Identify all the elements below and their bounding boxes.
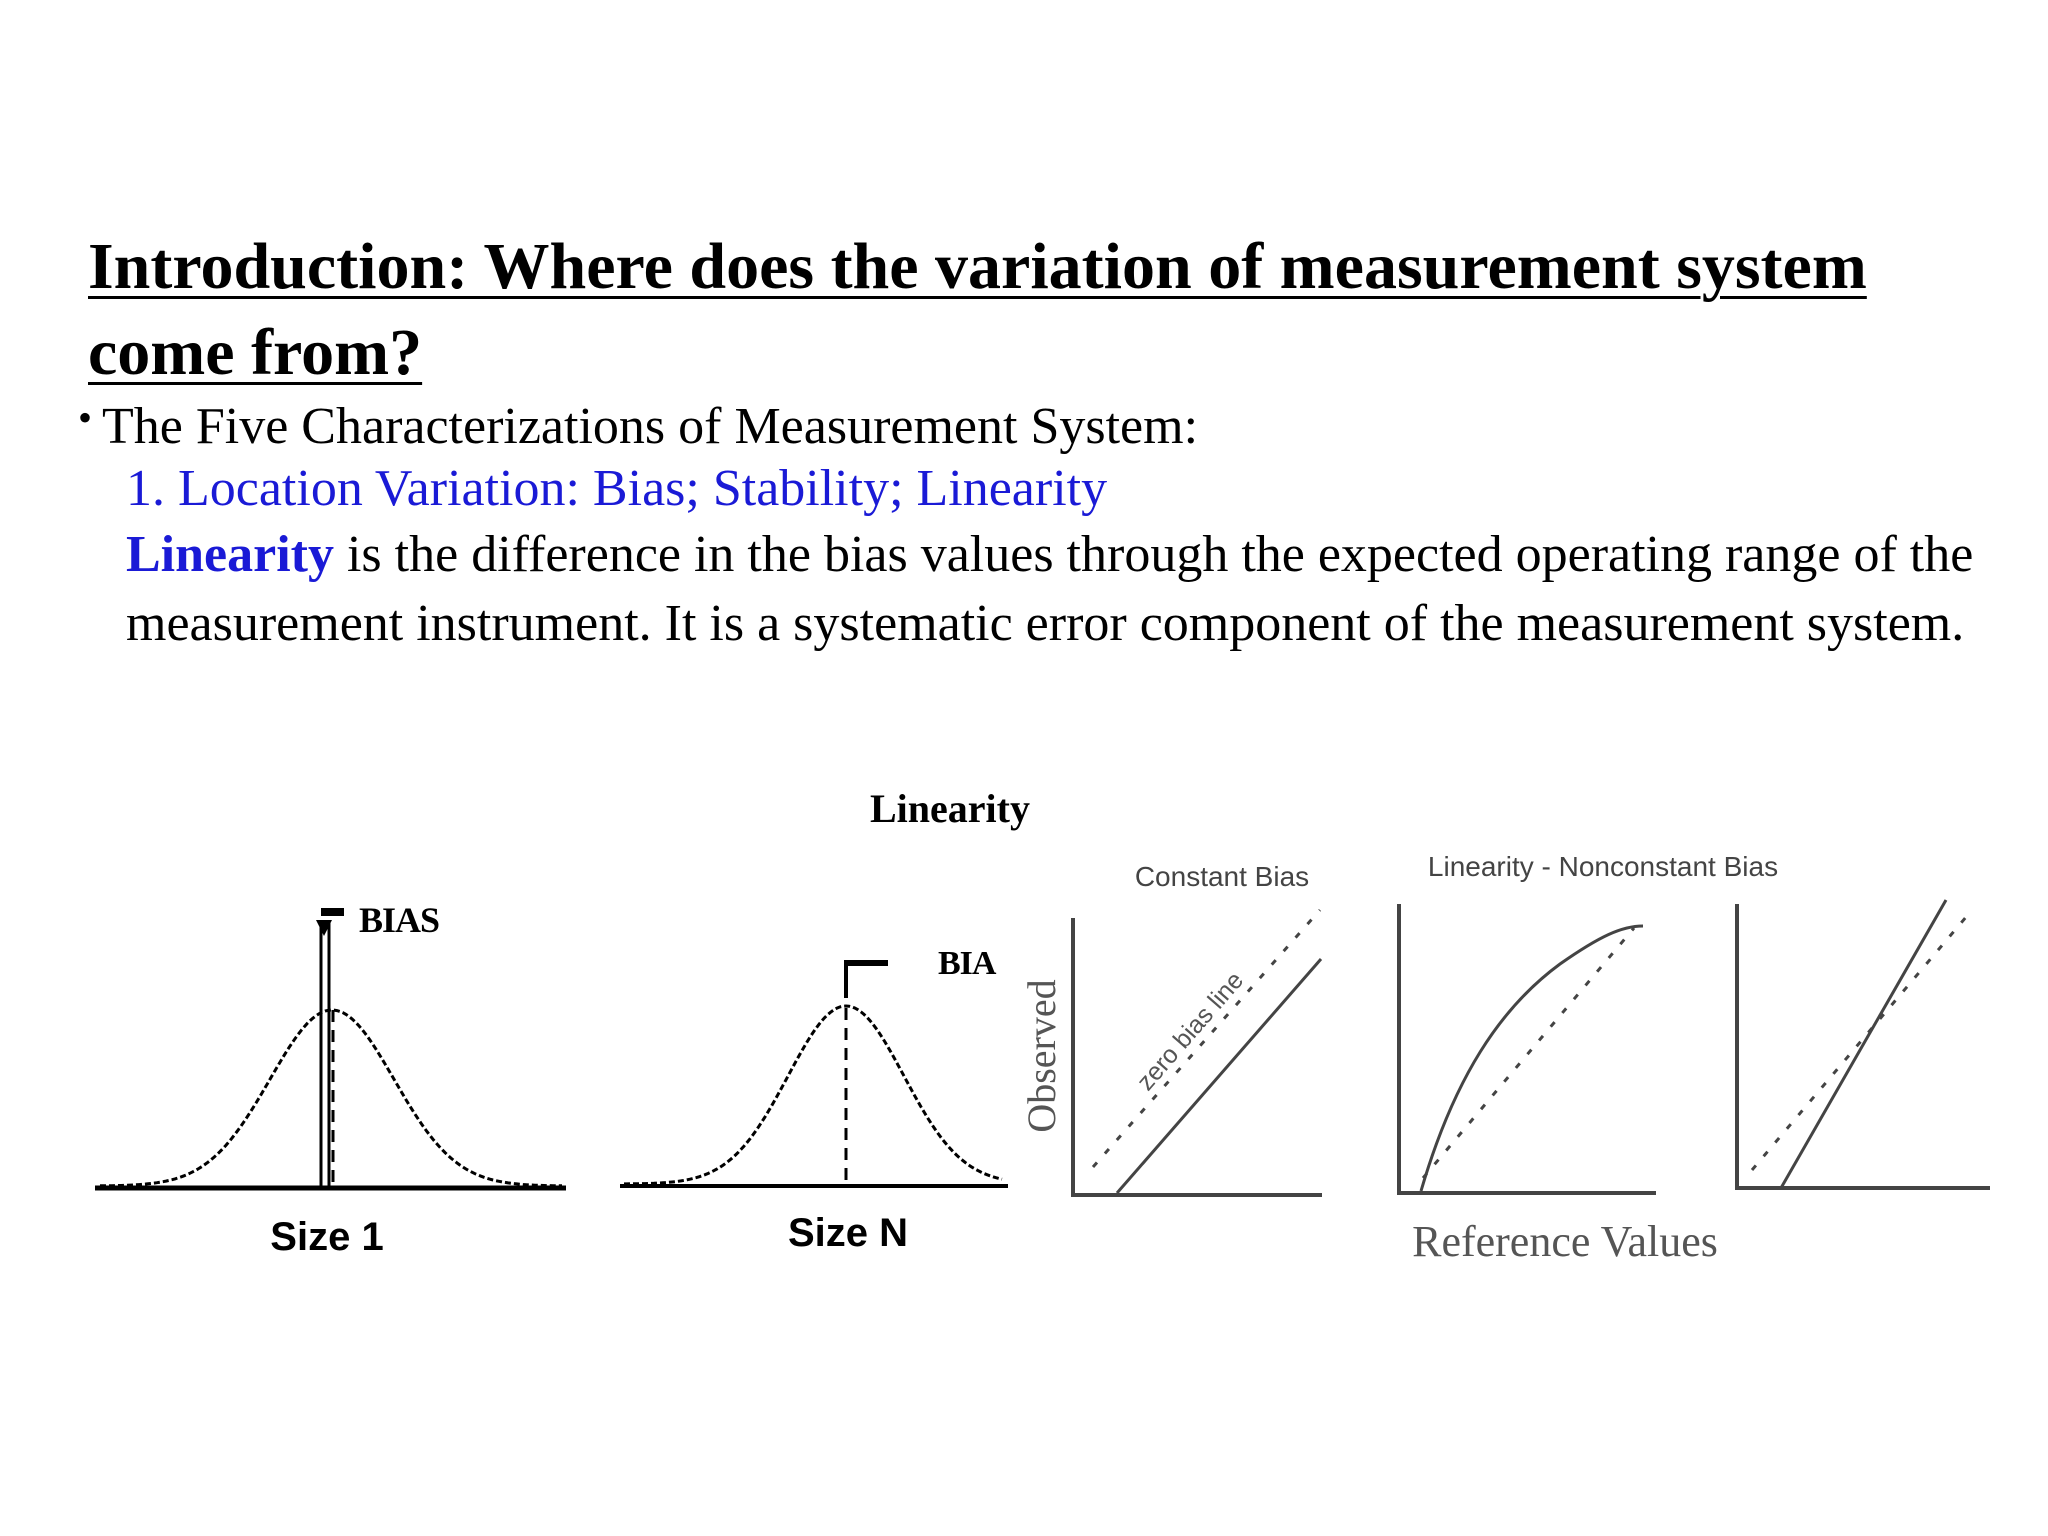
bullet-item: • The Five Characterizations of Measureme… — [78, 382, 1198, 463]
bell-curve-1 — [100, 1008, 562, 1188]
bullet-dot-icon: • — [78, 395, 93, 440]
definition-text: is the difference in the bias values thr… — [126, 526, 1974, 652]
x-axis-label: Reference Values — [1412, 1217, 1718, 1266]
plot-c-observed-line — [1779, 899, 1948, 1189]
size-label-n: Size N — [788, 1211, 908, 1255]
figure-caption: Linearity — [870, 786, 1030, 831]
linearity-definition: Linearity is the difference in the bias … — [126, 520, 2041, 658]
slide-title: Introduction: Where does the variation o… — [88, 230, 1867, 389]
plot-nonconstant-bias-line — [1735, 899, 1990, 1190]
bell-curve-n — [624, 1004, 1003, 1186]
plot-b-observed-curve — [1419, 924, 1644, 1192]
zero-bias-line-label: zero bias line — [1131, 966, 1249, 1096]
size-label-1: Size 1 — [270, 1215, 383, 1259]
subheading-location-variation: 1. Location Variation: Bias; Stability; … — [126, 460, 1108, 517]
plot-constant-bias: Constant Bias zero bias line — [1071, 861, 1323, 1197]
definition-term: Linearity — [126, 526, 334, 583]
distribution-size-n: BIA Size N — [620, 945, 1008, 1255]
plot-title-nonconstant-bias: Linearity - Nonconstant Bias — [1428, 851, 1778, 882]
plot-nonconstant-bias-curve: Linearity - Nonconstant Bias — [1397, 851, 1778, 1195]
plot-c-reference-line — [1750, 909, 1974, 1171]
bias-label-n: BIA — [938, 945, 997, 982]
plot-b-reference-line — [1421, 927, 1636, 1179]
bias-arrow-icon — [316, 920, 332, 936]
linearity-figure: Linearity BIAS Size 1 BIA Size N Constan… — [0, 760, 2048, 1340]
bullet-text: The Five Characterizations of Measuremen… — [102, 398, 1199, 455]
linearity-figure-svg: Linearity BIAS Size 1 BIA Size N Constan… — [95, 786, 1990, 1266]
bias-label-1: BIAS — [359, 900, 439, 940]
y-axis-label: Observed — [1019, 979, 1064, 1132]
plot-title-constant-bias: Constant Bias — [1135, 861, 1309, 892]
distribution-size-1: BIAS Size 1 — [95, 900, 566, 1259]
zero-bias-line — [1091, 909, 1322, 1168]
observed-line-a — [1115, 958, 1323, 1194]
